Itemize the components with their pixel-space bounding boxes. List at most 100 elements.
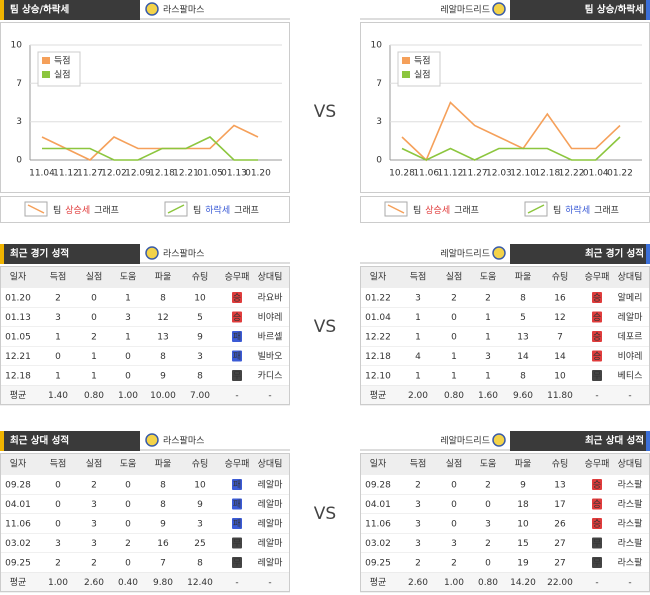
table-cell: 패 (233, 351, 241, 362)
chart-box (0, 22, 290, 193)
table-cell: 11.06 (5, 519, 31, 529)
result-icon (592, 479, 602, 490)
table-row (360, 346, 650, 366)
table-row (0, 366, 290, 386)
table-cell: 4 (415, 352, 421, 362)
column-header: 실점 (86, 458, 103, 470)
column-header: 승무패 (585, 459, 610, 470)
legend-label: 실점 (54, 69, 71, 81)
table-cell: 1 (451, 352, 457, 362)
table-cell: 라스팔 (618, 478, 643, 490)
table-cell: - (628, 391, 631, 401)
table-cell: 04.01 (5, 500, 31, 510)
table-cell: 09.28 (365, 480, 391, 490)
table-cell: 2 (415, 558, 421, 568)
column-header: 승무패 (585, 272, 610, 283)
table-cell: 0 (55, 519, 61, 529)
table-cell: 12.18 (365, 352, 391, 362)
table-cell: 2 (415, 480, 421, 490)
table-cell: 0.80 (478, 578, 498, 588)
table-cell: 12 (554, 313, 565, 323)
table-cell: 10 (194, 293, 206, 303)
table-header (360, 453, 650, 475)
table-cell: 2.60 (84, 578, 104, 588)
table-cell: 무 (593, 557, 601, 568)
table-cell: 라스팔 (618, 556, 643, 568)
tab-stripe (646, 244, 650, 264)
table-cell: 09.25 (5, 558, 31, 568)
tab-title: 최근 경기 성적 (10, 248, 69, 260)
table-row (0, 385, 290, 405)
x-tick-label: 01.20 (245, 169, 271, 179)
table-cell: 17 (554, 500, 565, 510)
tab (0, 244, 140, 264)
table-cell: 7 (557, 332, 563, 342)
table-cell: 1 (55, 332, 61, 342)
legend-word: 그래프 (594, 205, 619, 216)
legend-label: 득점 (54, 55, 71, 67)
x-tick-label: 12.18 (534, 169, 560, 179)
table-cell: 3 (415, 519, 421, 529)
table-cell: 무 (233, 370, 241, 381)
table-row (360, 533, 650, 553)
table-cell: 라스팔 (618, 537, 643, 549)
result-icon (232, 311, 242, 323)
table-border (0, 453, 290, 592)
column-header: 득점 (410, 271, 427, 283)
table-cell: 12.10 (365, 371, 391, 381)
table-cell: 27 (554, 558, 565, 568)
table-cell: - (235, 391, 238, 401)
column-header: 상대팀 (258, 458, 283, 470)
table-cell: 13 (554, 480, 565, 490)
vs: VS (314, 504, 336, 524)
legend-icon-line (167, 204, 185, 214)
table-cell: 03.02 (365, 539, 391, 549)
result-icon (592, 350, 602, 362)
table-cell: 10 (517, 519, 529, 529)
table-row (0, 475, 290, 495)
table-cell: 카디스 (258, 370, 283, 381)
table-cell: 14 (554, 352, 566, 362)
series-line (42, 136, 258, 161)
table-cell: 25 (194, 539, 205, 549)
table-cell: 0 (125, 500, 131, 510)
table-cell: 3 (55, 539, 61, 549)
tab-title: 최근 상대 성적 (585, 435, 644, 447)
tab (510, 0, 650, 20)
table-cell: 10.00 (150, 391, 176, 401)
table-cell: 13 (517, 332, 528, 342)
table-cell: 레알마 (258, 499, 284, 510)
table-cell: 09.25 (365, 558, 391, 568)
table-row (360, 307, 650, 327)
table-cell: 1.40 (48, 391, 68, 401)
table-cell: 2 (451, 293, 457, 303)
table-cell: 3 (91, 539, 97, 549)
table-cell: 베티스 (618, 370, 643, 381)
x-tick-label: 12.22 (559, 169, 585, 179)
table-cell: 승 (233, 292, 241, 303)
x-tick-label: 12.18 (149, 169, 175, 179)
table-cell: 0 (55, 480, 61, 490)
table-cell: 3 (125, 313, 131, 323)
chart-box (360, 22, 650, 193)
tab (510, 431, 650, 451)
table-cell: 19 (517, 558, 529, 568)
table-cell: 1 (485, 332, 491, 342)
y-tick-label: 7 (376, 79, 382, 89)
table-cell: 9 (160, 519, 166, 529)
x-tick-label: 01.13 (221, 169, 247, 179)
table-cell: 1 (451, 371, 457, 381)
table-row (360, 385, 650, 405)
table-header (0, 266, 290, 288)
legend-text: 팀 상승세 그래프 (53, 204, 119, 216)
x-tick-label: 12.02 (101, 169, 127, 179)
result-icon (592, 498, 602, 510)
column-header: 일자 (10, 459, 27, 470)
team-name: 라스팔마스 (163, 435, 204, 447)
x-tick-label: 12.09 (125, 169, 151, 179)
table-cell: 01.05 (5, 332, 31, 342)
table-cell: 빌바오 (258, 351, 283, 362)
legend-word: 상승세 (65, 205, 90, 216)
table-cell: 0 (55, 352, 61, 362)
table-cell: 0 (91, 313, 97, 323)
